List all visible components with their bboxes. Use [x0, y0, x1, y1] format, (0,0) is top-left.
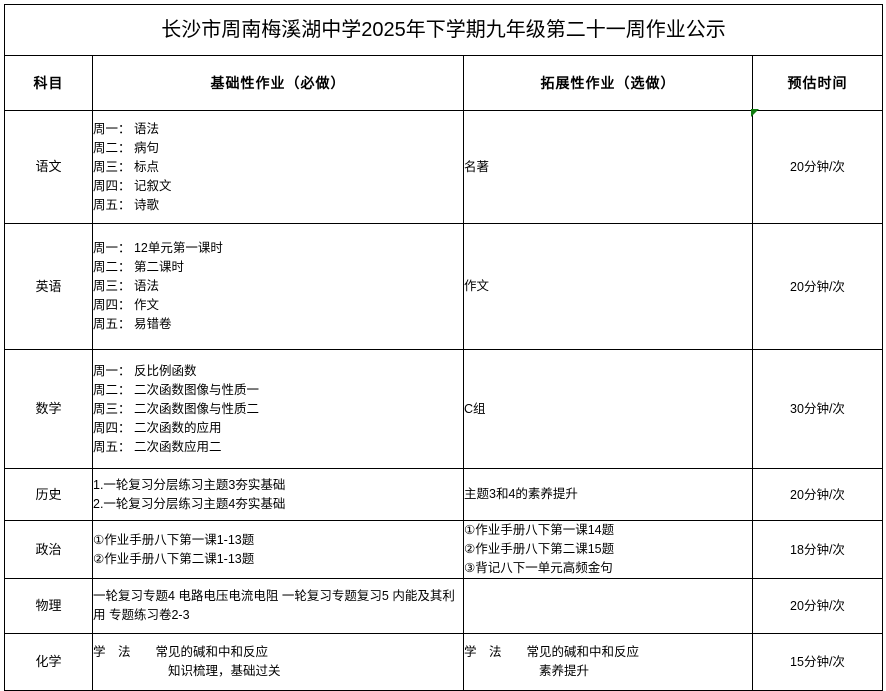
table-row: 数学 周一： 反比例函数 周二： 二次函数图像与性质一 周三： 二次函数图像与性…: [4, 349, 883, 469]
table-row: 物理 一轮复习专题4 电路电压电流电阻 一轮复习专题复习5 内能及其利用 专题练…: [4, 578, 883, 634]
cell-estimated-time: 20分钟/次: [752, 223, 883, 350]
column-header-extend: 拓展性作业（选做）: [540, 76, 676, 92]
basic-homework-text: 学 法 常见的碱和中和反应 知识梳理，基础过关: [93, 645, 281, 678]
cell-estimated-time: 18分钟/次: [752, 520, 883, 579]
cell-subject: 物理: [4, 578, 93, 634]
estimated-time-text: 20分钟/次: [790, 487, 845, 502]
subject-label: 英语: [35, 278, 62, 294]
table-row: 语文 周一： 语法 周二： 病句 周三： 标点 周四： 记叙文 周五： 诗歌 名…: [4, 109, 883, 224]
cell-extend-homework: [463, 578, 753, 634]
cell-subject: 化学: [4, 633, 93, 691]
extend-homework-text: 学 法 常见的碱和中和反应 素养提升: [464, 645, 640, 678]
comment-indicator-icon: [751, 109, 759, 117]
cell-estimated-time: 20分钟/次: [752, 468, 883, 521]
basic-homework-text: ①作业手册八下第一课1-13题 ②作业手册八下第二课1-13题: [93, 532, 255, 566]
extend-homework-text: 名著: [464, 159, 490, 174]
estimated-time-text: 18分钟/次: [790, 542, 845, 557]
cell-basic-homework: 周一： 反比例函数 周二： 二次函数图像与性质一 周三： 二次函数图像与性质二 …: [92, 349, 464, 469]
cell-basic-homework: 1.一轮复习分层练习主题3夯实基础 2.一轮复习分层练习主题4夯实基础: [92, 468, 464, 521]
cell-extend-homework: ①作业手册八下第一课14题 ②作业手册八下第二课15题 ③背记八下一单元高频金句: [463, 520, 753, 579]
header-cell-extend: 拓展性作业（选做）: [463, 55, 753, 111]
estimated-time-text: 20分钟/次: [790, 599, 845, 613]
subject-label: 历史: [35, 486, 62, 502]
page-title: 长沙市周南梅溪湖中学2025年下学期九年级第二十一周作业公示: [161, 19, 726, 41]
extend-homework-text: 主题3和4的素养提升: [464, 487, 578, 501]
estimated-time-text: 15分钟/次: [790, 655, 845, 669]
column-header-time: 预估时间: [787, 76, 848, 92]
cell-extend-homework: 名著: [463, 110, 753, 224]
table-row: 政治 ①作业手册八下第一课1-13题 ②作业手册八下第二课1-13题 ①作业手册…: [4, 520, 883, 579]
basic-homework-text: 周一： 12单元第一课时 周二： 第二课时 周三： 语法 周四： 作文 周五： …: [93, 241, 223, 331]
cell-basic-homework: 一轮复习专题4 电路电压电流电阻 一轮复习专题复习5 内能及其利用 专题练习卷2…: [92, 578, 464, 634]
table-row: 英语 周一： 12单元第一课时 周二： 第二课时 周三： 语法 周四： 作文 周…: [4, 223, 883, 350]
cell-extend-homework: 主题3和4的素养提升: [463, 468, 753, 521]
column-header-subject: 科目: [33, 76, 64, 92]
cell-subject: 英语: [4, 223, 93, 350]
column-header-basic: 基础性作业（必做）: [210, 76, 346, 92]
cell-extend-homework: 学 法 常见的碱和中和反应 素养提升: [463, 633, 753, 691]
table-row: 化学 学 法 常见的碱和中和反应 知识梳理，基础过关 学 法 常见的碱和中和反应…: [4, 633, 883, 691]
extend-homework-text: ①作业手册八下第一课14题 ②作业手册八下第二课15题 ③背记八下一单元高频金句: [464, 523, 615, 575]
document-title-cell: 长沙市周南梅溪湖中学2025年下学期九年级第二十一周作业公示: [4, 4, 883, 56]
cell-extend-homework: C组: [463, 349, 753, 469]
cell-basic-homework: ①作业手册八下第一课1-13题 ②作业手册八下第二课1-13题: [92, 520, 464, 579]
header-cell-time: 预估时间: [752, 55, 883, 111]
cell-subject: 历史: [4, 468, 93, 521]
cell-subject: 政治: [4, 520, 93, 579]
estimated-time-text: 30分钟/次: [790, 402, 845, 416]
cell-subject: 数学: [4, 349, 93, 469]
basic-homework-text: 1.一轮复习分层练习主题3夯实基础 2.一轮复习分层练习主题4夯实基础: [93, 477, 286, 511]
estimated-time-text: 20分钟/次: [790, 279, 845, 294]
cell-estimated-time: 20分钟/次: [751, 109, 883, 224]
extend-homework-text: 作文: [464, 279, 490, 293]
extend-homework-text: C组: [464, 401, 486, 416]
subject-label: 化学: [35, 654, 62, 669]
time-wrapper: 20分钟/次: [751, 109, 882, 223]
basic-homework-text: 一轮复习专题4 电路电压电流电阻 一轮复习专题复习5 内能及其利用 专题练习卷2…: [93, 589, 455, 622]
cell-estimated-time: 20分钟/次: [752, 578, 883, 634]
header-row: 科目 基础性作业（必做） 拓展性作业（选做） 预估时间: [4, 55, 883, 111]
table-row: 历史 1.一轮复习分层练习主题3夯实基础 2.一轮复习分层练习主题4夯实基础 主…: [4, 468, 883, 521]
subject-label: 数学: [35, 401, 62, 416]
cell-subject: 语文: [4, 110, 93, 224]
cell-estimated-time: 15分钟/次: [752, 633, 883, 691]
cell-basic-homework: 学 法 常见的碱和中和反应 知识梳理，基础过关: [92, 633, 464, 691]
header-cell-basic: 基础性作业（必做）: [92, 55, 464, 111]
cell-basic-homework: 周一： 语法 周二： 病句 周三： 标点 周四： 记叙文 周五： 诗歌: [92, 110, 464, 224]
estimated-time-text: 20分钟/次: [790, 160, 845, 174]
header-cell-subject: 科目: [4, 55, 93, 111]
subject-label: 物理: [35, 598, 62, 613]
subject-label: 政治: [35, 541, 62, 557]
basic-homework-text: 周一： 反比例函数 周二： 二次函数图像与性质一 周三： 二次函数图像与性质二 …: [93, 363, 259, 454]
basic-homework-text: 周一： 语法 周二： 病句 周三： 标点 周四： 记叙文 周五： 诗歌: [93, 121, 172, 212]
table-body: 长沙市周南梅溪湖中学2025年下学期九年级第二十一周作业公示 科目 基础性作业（…: [4, 4, 883, 691]
cell-estimated-time: 30分钟/次: [752, 349, 883, 469]
cell-basic-homework: 周一： 12单元第一课时 周二： 第二课时 周三： 语法 周四： 作文 周五： …: [92, 223, 464, 350]
cell-extend-homework: 作文: [463, 223, 753, 350]
homework-announcement-table: 长沙市周南梅溪湖中学2025年下学期九年级第二十一周作业公示 科目 基础性作业（…: [4, 4, 883, 691]
subject-label: 语文: [35, 159, 62, 174]
title-row: 长沙市周南梅溪湖中学2025年下学期九年级第二十一周作业公示: [4, 4, 883, 56]
